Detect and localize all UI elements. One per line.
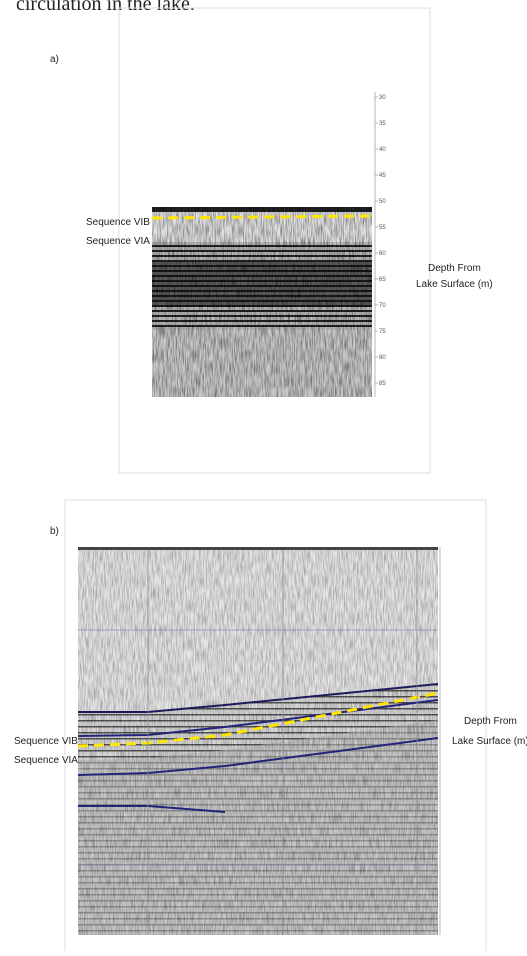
- depth-tick-label: 60: [379, 251, 386, 257]
- seismic-image-b: [78, 547, 438, 935]
- seismic-image-a: [151, 207, 373, 397]
- panel-b-label: b): [50, 526, 59, 537]
- axis-title: Lake Surface (m): [452, 736, 527, 747]
- depth-tick-label: 70: [379, 303, 386, 309]
- depth-tick-label: 85: [379, 381, 386, 387]
- caption-fragment: circulation in the lake.: [16, 0, 195, 15]
- axis-title: Depth From: [464, 716, 517, 727]
- axis-title: Lake Surface (m): [416, 279, 493, 290]
- sequence-label: Sequence VIA: [14, 755, 78, 766]
- panel-a-label: a): [50, 54, 59, 65]
- depth-tick-label: 40: [379, 147, 386, 153]
- axis-title: Depth From: [428, 263, 481, 274]
- depth-tick-label: 75: [379, 329, 386, 335]
- depth-tick-label: 50: [379, 199, 386, 205]
- sequence-label: Sequence VIA: [86, 236, 150, 247]
- depth-tick-label: 35: [379, 121, 386, 127]
- depth-tick-label: 65: [379, 277, 386, 283]
- depth-tick-label: 80: [379, 355, 386, 361]
- depth-tick-label: 55: [379, 225, 386, 231]
- sequence-label: Sequence VIB: [86, 217, 150, 228]
- sequence-label: Sequence VIB: [14, 736, 78, 747]
- depth-tick-label: 45: [379, 173, 386, 179]
- depth-tick-label: 30: [379, 95, 386, 101]
- panel-a-frame: [118, 7, 431, 474]
- panel-b-frame: [64, 499, 487, 956]
